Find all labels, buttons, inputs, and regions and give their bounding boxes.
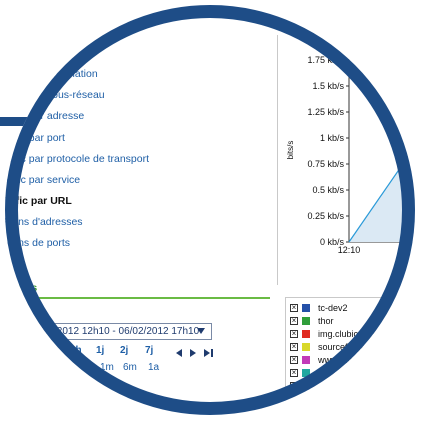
y-tick-label: 0.25 kb/s xyxy=(307,211,344,221)
nav-next-icon[interactable] xyxy=(190,349,196,357)
legend-swatch xyxy=(302,330,310,338)
legend-label: tc-dev2 xyxy=(318,303,348,313)
menu-item-trafic-par-protocole[interactable]: Trafic par protocole de transport xyxy=(5,153,150,165)
params-section-title: Paramètres xyxy=(5,282,38,294)
magnified-view: Trafic par destination Trafic par sous-r… xyxy=(5,5,415,415)
traffic-chart-panel: 0 kb/s 0.25 kb/s 0.5 kb/s 0.75 kb/s 1 kb/s 1.… xyxy=(277,35,415,285)
legend-swatch xyxy=(302,356,310,364)
y-axis-label: bits/s xyxy=(286,141,295,160)
y-tick-label: 0 kb/s xyxy=(320,237,345,247)
y-tick-label: 0.75 kb/s xyxy=(307,159,344,169)
legend-swatch xyxy=(302,317,310,325)
chevron-down-icon xyxy=(197,328,205,334)
legend-checkbox[interactable]: × xyxy=(290,303,298,312)
legend-checkbox[interactable]: × xyxy=(290,355,298,364)
legend-swatch xyxy=(302,369,310,377)
menu-item-trafic-par-destination[interactable]: Trafic par destination xyxy=(5,68,98,80)
menu-item-trafic-par-url[interactable]: Trafic par URL xyxy=(5,195,72,207)
legend-label: img.clubic.com xyxy=(318,329,378,339)
legend-label: www. xyxy=(318,368,340,378)
period-select-value: 06/02/2012 12h10 - 06/02/2012 17h10 xyxy=(29,326,200,337)
menu-item-scans-de-ports[interactable]: Scans de ports xyxy=(5,237,71,249)
period-select[interactable]: 06/02/2012 12h10 - 06/02/2012 17h10 xyxy=(5,323,212,340)
menu-item-scans-d-adresses[interactable]: Scans d'adresses xyxy=(5,216,83,228)
params-divider xyxy=(30,297,270,299)
nav-previous-icon[interactable] xyxy=(176,349,182,357)
range-link-1m[interactable]: 1m xyxy=(100,362,114,373)
menu-item-trafic-par-service[interactable]: Trafic par service xyxy=(5,174,81,186)
y-tick-label: 1.75 kb/s xyxy=(307,55,344,65)
legend-swatch xyxy=(302,382,310,390)
legend-swatch xyxy=(302,304,310,312)
range-link-1h[interactable]: 1h xyxy=(70,345,82,356)
chart-legend: × tc-dev2 × thor × img.clubic.com × sourceforge… xyxy=(285,297,415,415)
range-link-1j[interactable]: 1j xyxy=(96,345,105,356)
nav-last-bar xyxy=(211,349,213,357)
menu-item-trafic-par-port[interactable]: Trafic par port xyxy=(5,132,65,144)
range-link-2j[interactable]: 2j xyxy=(120,345,129,356)
y-tick-label: 1.5 kb/s xyxy=(312,81,344,91)
legend-checkbox[interactable]: × xyxy=(290,368,298,377)
legend-checkbox[interactable]: × xyxy=(290,381,298,390)
nav-last-icon[interactable] xyxy=(204,349,210,357)
legend-checkbox[interactable]: × xyxy=(290,342,298,351)
range-link-1a[interactable]: 1a xyxy=(148,362,160,373)
series-area xyxy=(349,146,415,242)
menu-item-trafic-par-adresse[interactable]: Trafic par adresse xyxy=(5,110,85,122)
range-link-7j[interactable]: 7j xyxy=(145,345,154,356)
legend-checkbox[interactable]: × xyxy=(290,329,298,338)
range-link-6m[interactable]: 6m xyxy=(123,362,137,373)
menu-item-trafic-par-sous-reseau[interactable]: Trafic par sous-réseau xyxy=(5,89,105,101)
y-tick-label: 1.25 kb/s xyxy=(307,107,344,117)
legend-checkbox[interactable]: × xyxy=(290,316,298,325)
y-tick-label: 0.5 kb/s xyxy=(312,185,344,195)
legend-swatch xyxy=(302,343,310,351)
legend-label: thor xyxy=(318,316,334,326)
traffic-chart: 0 kb/s 0.25 kb/s 0.5 kb/s 0.75 kb/s 1 kb/s 1.… xyxy=(286,55,415,255)
x-tick-label: 12:10 xyxy=(338,245,361,255)
y-tick-label: 1 kb/s xyxy=(320,133,345,143)
legend-label: sourceforge.net xyxy=(318,342,381,352)
legend-label: www.google.fr xyxy=(318,355,375,365)
